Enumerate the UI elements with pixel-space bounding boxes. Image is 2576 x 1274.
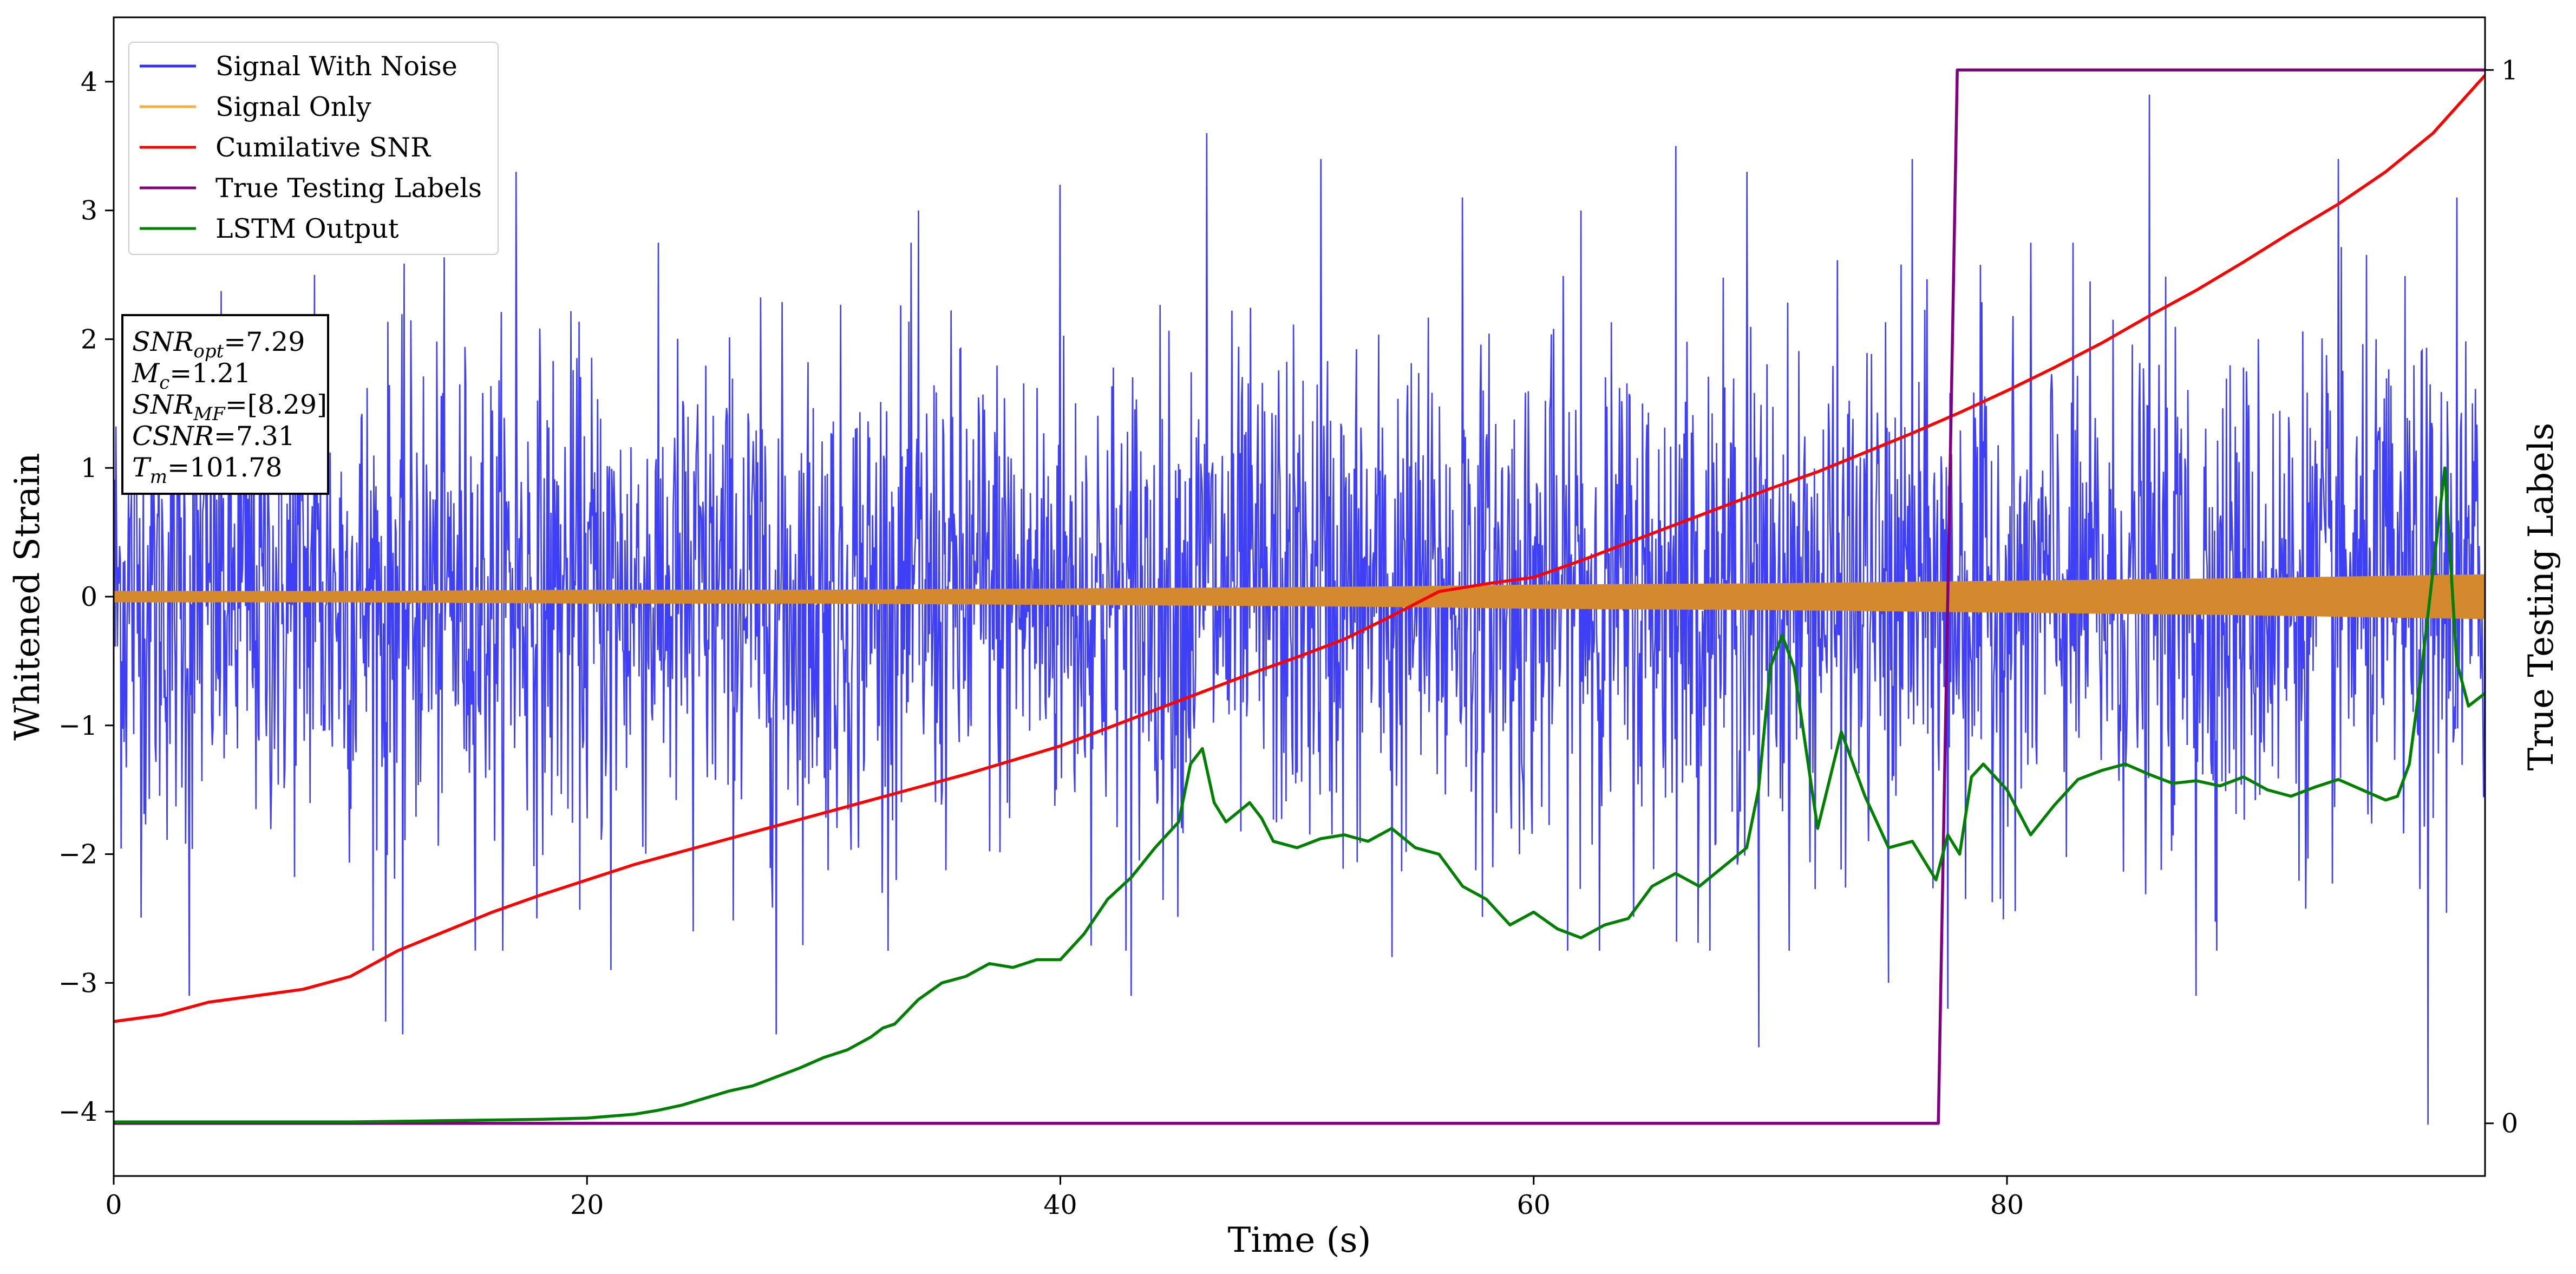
y2-tick-label: 0 <box>2501 1108 2518 1139</box>
y-tick-label: 3 <box>81 195 97 226</box>
y-tick-label: 4 <box>81 67 97 97</box>
series-true-testing-labels-line <box>114 68 2485 1125</box>
y-tick-label: −2 <box>58 839 97 870</box>
legend-box <box>128 42 499 255</box>
legend-label-lstm-output: LSTM Output <box>215 213 399 244</box>
series-cumilative-snr-line <box>114 74 2485 1023</box>
y-tick-label: 2 <box>81 324 97 355</box>
stats-box <box>121 314 329 495</box>
x-tick-label: 60 <box>1517 1190 1551 1220</box>
y-tick-label: −4 <box>58 1096 97 1127</box>
x-tick-label: 40 <box>1043 1190 1077 1220</box>
legend-label-signal-with-noise: Signal With Noise <box>215 51 457 82</box>
y2-axis-label: True Testing Labels <box>2521 423 2561 771</box>
y-tick-label: 1 <box>81 453 97 484</box>
stat-m-c: Mc=1.21 <box>132 358 251 394</box>
y2-tick-label: 1 <box>2501 55 2518 86</box>
x-axis-label: Time (s) <box>1228 1220 1371 1260</box>
x-tick-label: 0 <box>105 1190 122 1220</box>
legend-label-true-testing-labels: True Testing Labels <box>215 173 482 204</box>
y-axis-label: Whitened Strain <box>8 453 48 740</box>
stat-csnr: CSNR=7.31 <box>132 421 295 452</box>
legend-label-signal-only: Signal Only <box>215 92 371 122</box>
x-tick-label: 80 <box>1990 1190 2024 1220</box>
series-signal-with-noise-line <box>114 94 2485 1125</box>
y-tick-label: −3 <box>58 968 97 998</box>
stats-annotation: SNRopt=7.29 Mc=1.21 SNRMF=[8.29] CSNR=7.… <box>121 314 329 495</box>
stat-t-m: Tm=101.78 <box>132 452 282 488</box>
y-tick-label: −1 <box>58 710 97 741</box>
stat-snr-mf: SNRMF=[8.29] <box>132 389 327 425</box>
legend: Signal With Noise Signal Only Cumilative… <box>128 42 499 255</box>
series-layer <box>114 68 2485 1125</box>
series-signal-only-band <box>114 574 2485 619</box>
series-lstm-output-line <box>114 466 2485 1123</box>
tick-layer: 0 20 40 60 80 4 3 2 1 0 −1 −2 −3 −4 1 0 <box>58 55 2518 1220</box>
stat-snr-opt: SNRopt=7.29 <box>132 326 305 362</box>
x-tick-label: 20 <box>570 1190 604 1220</box>
legend-label-cumilative-snr: Cumilative SNR <box>215 132 431 163</box>
y-tick-label: 0 <box>81 582 97 612</box>
